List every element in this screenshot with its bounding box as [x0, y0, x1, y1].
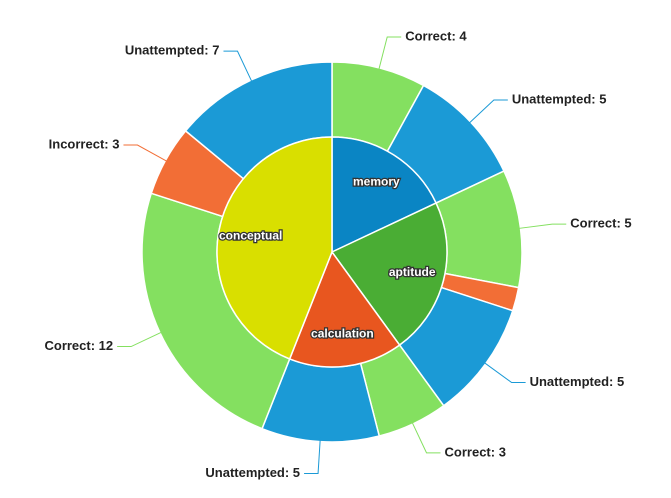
- leader-line: [516, 223, 567, 230]
- leader-line: [482, 360, 526, 383]
- outer-label: Unattempted: 5: [512, 91, 607, 106]
- leader-line: [377, 36, 402, 72]
- outer-label: Unattempted: 5: [205, 465, 300, 480]
- inner-segment: [216, 136, 333, 360]
- leader-line: [123, 144, 170, 163]
- inner-segment: [288, 250, 401, 368]
- outer-label: Unattempted: 7: [125, 43, 220, 58]
- outer-label: Unattempted: 5: [530, 374, 625, 389]
- leader-line: [410, 420, 441, 454]
- outer-label: Incorrect: 3: [49, 136, 120, 151]
- leader-line: [117, 330, 164, 348]
- inner-label: aptitude: [389, 265, 436, 279]
- leader-line: [467, 99, 508, 126]
- inner-segment: [331, 136, 438, 254]
- inner-label: calculation: [311, 326, 374, 340]
- leader-line: [223, 50, 254, 84]
- outer-label: Correct: 12: [44, 338, 113, 353]
- outer-label: Correct: 4: [405, 28, 467, 43]
- outer-label: Correct: 5: [570, 216, 631, 231]
- inner-label: memory: [353, 174, 400, 188]
- inner-label: conceptual: [219, 229, 282, 243]
- inner-segment: [330, 202, 448, 347]
- outer-label: Correct: 3: [445, 444, 506, 459]
- leader-line: [304, 437, 321, 475]
